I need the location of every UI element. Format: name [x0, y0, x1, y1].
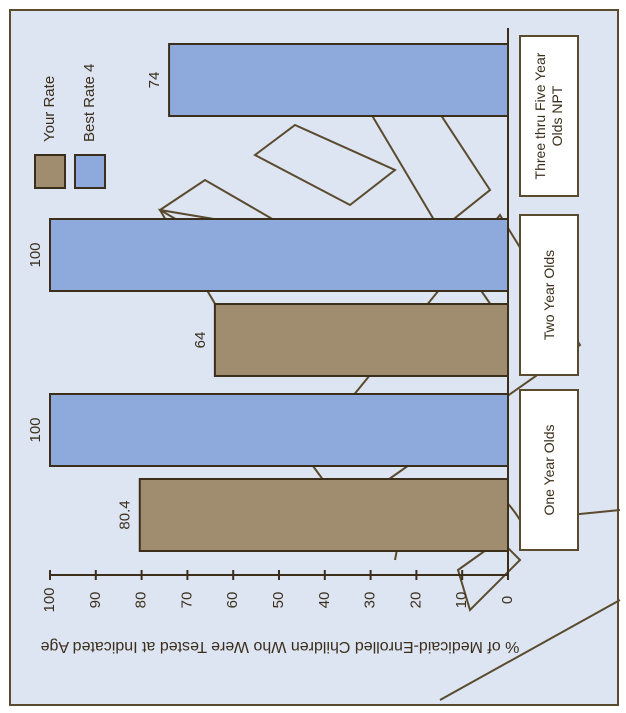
legend-swatch: [74, 154, 106, 189]
value-label: 100: [27, 417, 44, 442]
y-tick-label: 0: [499, 596, 516, 604]
bar: [49, 393, 509, 467]
y-tick-label: 50: [270, 592, 287, 609]
legend-label: Your Rate: [41, 76, 58, 142]
legend-swatch: [34, 154, 66, 189]
y-tick-label: 70: [178, 592, 195, 609]
legend-label: Best Rate 4: [81, 64, 98, 142]
category-box: [519, 35, 579, 197]
x-tick-label: Three thru Five Year Olds NPT: [532, 52, 565, 180]
value-label: 80.4: [117, 500, 134, 529]
value-label: 100: [27, 242, 44, 267]
y-tick-label: 10: [453, 592, 470, 609]
y-tick-label: 20: [407, 592, 424, 609]
category-box: [519, 214, 579, 376]
x-tick-label: One Year Olds: [540, 424, 557, 516]
y-tick-label: 60: [224, 592, 241, 609]
y-tick-label: 40: [316, 592, 333, 609]
y-tick-label: 100: [41, 587, 58, 612]
y-axis-title: % of Medicaid-Enrolled Children Who Were…: [40, 638, 520, 655]
bar: [49, 218, 509, 292]
x-tick-label: Two Year Olds: [540, 249, 557, 341]
value-label: 74: [146, 72, 163, 89]
bar: [168, 43, 510, 117]
y-tick-label: 30: [362, 592, 379, 609]
bar: [138, 478, 509, 552]
bar: [213, 303, 509, 377]
y-tick-label: 90: [87, 592, 104, 609]
category-box: [519, 389, 579, 551]
y-tick-label: 80: [133, 592, 150, 609]
value-label: 64: [192, 332, 209, 349]
